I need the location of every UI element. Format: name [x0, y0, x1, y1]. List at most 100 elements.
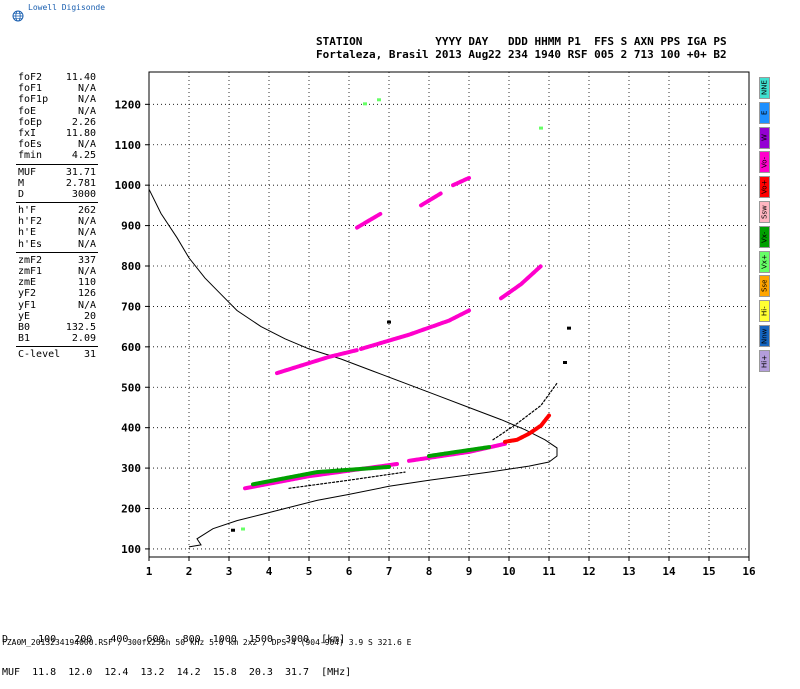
param-label: foEs	[18, 139, 43, 151]
muf-distance-row: D 100 200 400 600 800 1000 1500 3000 [km…	[2, 634, 346, 645]
y-tick-label: 400	[121, 422, 141, 435]
echo-point	[387, 320, 391, 324]
echo-point	[241, 527, 245, 531]
param-value: N/A	[77, 238, 96, 250]
echo-trace	[427, 445, 491, 458]
electron-density-profile	[148, 188, 558, 548]
param-value: 2.09	[71, 333, 96, 345]
param-label: foF2	[18, 72, 43, 83]
param-value: N/A	[77, 227, 96, 239]
y-tick-label: 300	[121, 462, 141, 475]
param-value: 3000	[71, 188, 96, 200]
y-tick-label: 200	[121, 503, 141, 516]
x-tick-label: 6	[346, 565, 353, 578]
echo-trace	[275, 348, 359, 376]
x-tick-label: 4	[266, 565, 273, 578]
y-tick-label: 900	[121, 220, 141, 233]
param-row: foE N/A	[2, 106, 98, 117]
y-tick-label: 600	[121, 341, 141, 354]
param-label: C-level	[18, 349, 61, 361]
y-tick-label: 1200	[115, 98, 142, 111]
param-row: foF1 N/A	[2, 83, 98, 94]
mode-swatch-vx: Vx-	[759, 225, 770, 248]
param-value: 337	[77, 254, 96, 266]
param-label: h'Es	[18, 238, 43, 250]
param-row: foF2 11.40	[2, 72, 98, 83]
param-value: 11.40	[65, 72, 96, 83]
echo-point	[567, 326, 571, 330]
brand-name: Lowell Digisonde	[28, 3, 106, 12]
param-row: B0 132.5	[2, 322, 98, 333]
param-value: 4.25	[71, 150, 96, 162]
param-row: zmF1 N/A	[2, 266, 98, 277]
param-label: MUF	[18, 166, 37, 178]
x-tick-label: 9	[466, 565, 473, 578]
mode-swatch-vo: Vo+	[759, 176, 770, 199]
echo-trace	[359, 308, 471, 351]
param-separator	[16, 202, 98, 204]
param-separator	[16, 163, 98, 165]
param-value: 31.71	[65, 166, 96, 178]
x-tick-label: 8	[426, 565, 433, 578]
param-row: foF1p N/A	[2, 94, 98, 105]
param-label: D	[18, 188, 25, 200]
x-tick-label: 7	[386, 565, 393, 578]
echo-trace	[451, 175, 471, 188]
globe-icon	[12, 10, 24, 22]
x-tick-label: 5	[306, 565, 313, 578]
param-value: 2.26	[71, 116, 96, 128]
y-tick-label: 100	[121, 543, 141, 556]
x-tick-label: 16	[742, 565, 756, 578]
x-tick-label: 15	[702, 565, 715, 578]
y-tick-label: 500	[121, 381, 141, 394]
param-value: 110	[77, 277, 96, 289]
file-info: FZA0M_2013234194000.RSF / 300fx256h 50 k…	[2, 638, 412, 647]
parameters-panel: foF2 11.40 foF1 N/A foF1p N/A foE N/A foEp 2.26 fx…	[2, 72, 98, 361]
param-row: h'F 262	[2, 205, 98, 216]
echo-trace	[288, 471, 406, 489]
param-label: foF1p	[18, 94, 49, 106]
plot-frame	[148, 71, 750, 558]
echo-trace	[503, 413, 551, 444]
mode-swatch-nnw: Nnw	[759, 324, 770, 347]
param-row: h'E N/A	[2, 227, 98, 238]
param-row: zmE 110	[2, 277, 98, 288]
y-tick-label: 1000	[115, 179, 142, 192]
param-separator	[16, 346, 98, 348]
x-tick-label: 12	[582, 565, 595, 578]
param-value: N/A	[77, 139, 96, 151]
param-label: zmE	[18, 277, 37, 289]
echo-point	[539, 126, 543, 130]
param-row: fxI 11.80	[2, 128, 98, 139]
param-label: foF1	[18, 83, 43, 95]
param-label: zmF1	[18, 266, 43, 277]
param-row: yE 20	[2, 311, 98, 322]
param-value: 2.781	[65, 177, 96, 189]
param-row: foEp 2.26	[2, 117, 98, 128]
polarization-legend: NNE E W Vo- Vo+ Ssw Vx- Vx+ Sse Hi- Nnw Hi+	[759, 77, 771, 375]
param-label: fmin	[18, 150, 43, 162]
param-row: D 3000	[2, 189, 98, 200]
param-row: zmF2 337	[2, 255, 98, 266]
mode-swatch-vo: Vo-	[759, 151, 770, 174]
param-label: yE	[18, 310, 31, 322]
echo-trace	[492, 382, 558, 441]
muf-table: D 100 200 400 600 800 1000 1500 3000 [km…	[2, 612, 351, 689]
mode-swatch-ssw: Ssw	[759, 200, 770, 223]
x-tick-label: 1	[146, 565, 153, 578]
param-label: M	[18, 177, 25, 189]
param-value: N/A	[77, 83, 96, 95]
param-value: N/A	[77, 105, 96, 117]
y-tick-label: 800	[121, 260, 141, 273]
header-values: Fortaleza, Brasil 2013 Aug22 234 1940 RS…	[316, 48, 727, 61]
param-label: yF1	[18, 299, 37, 311]
x-tick-label: 13	[622, 565, 635, 578]
param-label: h'F2	[18, 216, 43, 228]
mode-swatch-vx: Vx+	[759, 250, 770, 273]
param-value: 11.80	[65, 127, 96, 139]
param-row: C-level 31	[2, 349, 98, 360]
param-value: 132.5	[65, 321, 96, 333]
param-row: yF1 N/A	[2, 300, 98, 311]
echo-trace	[251, 464, 391, 487]
param-label: foEp	[18, 116, 43, 128]
